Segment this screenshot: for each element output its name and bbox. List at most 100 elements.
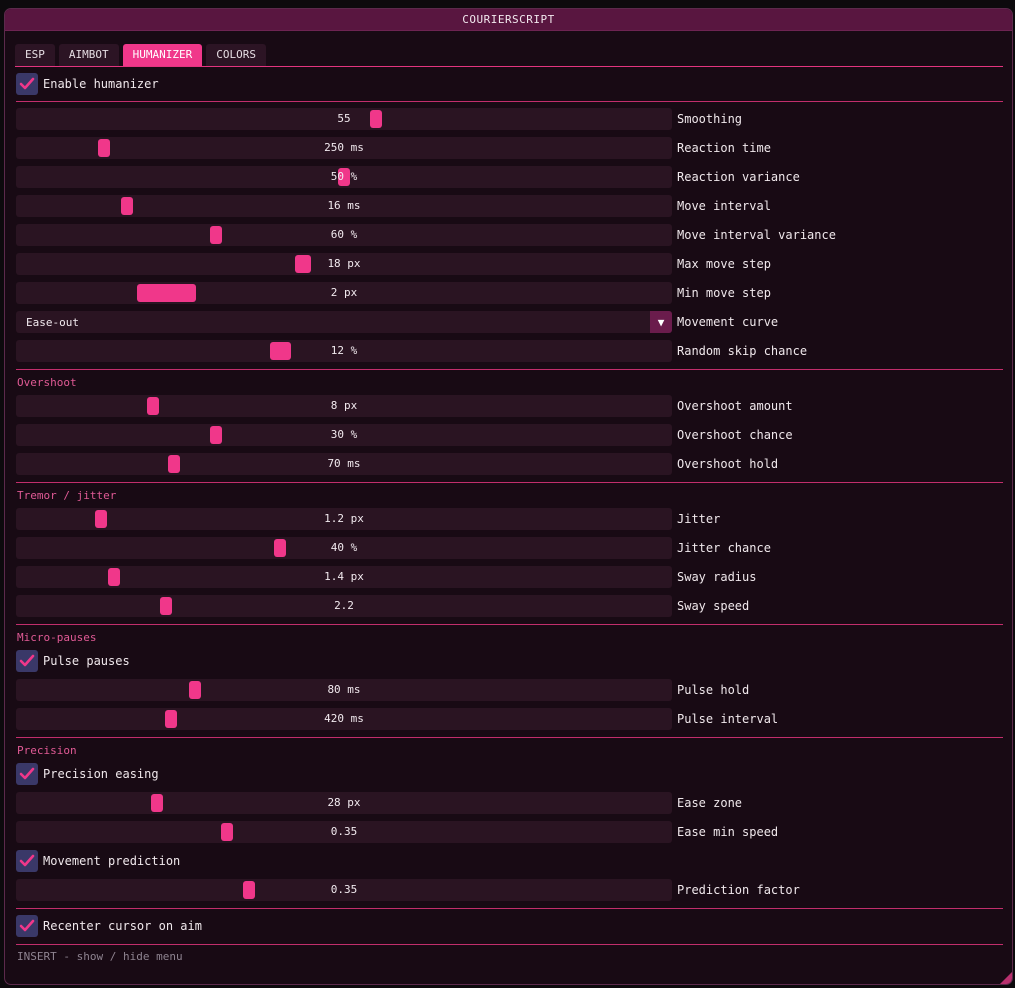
- section-title-overshoot: Overshoot: [17, 376, 77, 389]
- sway-radius-slider-row: 1.4 px Sway radius: [16, 566, 756, 588]
- checkmark-icon[interactable]: [16, 763, 38, 785]
- checkmark-icon[interactable]: [16, 650, 38, 672]
- tab-colors[interactable]: COLORS: [206, 44, 266, 66]
- sway-radius-slider[interactable]: 1.4 px: [16, 566, 672, 588]
- dropdown-value: Ease-out: [26, 315, 79, 329]
- separator: [16, 101, 1003, 102]
- reaction-time-slider[interactable]: 250 ms: [16, 137, 672, 159]
- ease-zone-slider[interactable]: 28 px: [16, 792, 672, 814]
- section-title-micro-pauses: Micro-pauses: [17, 631, 97, 644]
- overshoot-hold-slider[interactable]: 70 ms: [16, 453, 672, 475]
- pulse-pauses-checkbox[interactable]: Pulse pauses: [16, 650, 130, 672]
- slider-grab[interactable]: [121, 197, 133, 215]
- slider-grab[interactable]: [243, 881, 255, 899]
- enable-humanizer-checkbox[interactable]: Enable humanizer: [16, 73, 159, 95]
- pulse-interval-slider-row: 420 ms Pulse interval: [16, 708, 778, 730]
- ease-min-speed-slider[interactable]: 0.35: [16, 821, 672, 843]
- checkmark-icon[interactable]: [16, 850, 38, 872]
- slider-grab[interactable]: [189, 681, 201, 699]
- overshoot-hold-slider-row: 70 ms Overshoot hold: [16, 453, 778, 475]
- slider-label: Ease min speed: [677, 825, 779, 839]
- reaction-variance-slider[interactable]: 50 %: [16, 166, 672, 188]
- slider-grab[interactable]: [160, 597, 172, 615]
- slider-value: 8 px: [330, 399, 358, 412]
- move-interval-slider[interactable]: 16 ms: [16, 195, 672, 217]
- pulse-hold-slider[interactable]: 80 ms: [16, 679, 672, 701]
- slider-grab[interactable]: [370, 110, 382, 128]
- move-interval-variance-slider[interactable]: 60 %: [16, 224, 672, 246]
- slider-grab[interactable]: [151, 794, 163, 812]
- overshoot-amount-slider[interactable]: 8 px: [16, 395, 672, 417]
- slider-grab[interactable]: [98, 139, 110, 157]
- checkmark-icon[interactable]: [16, 73, 38, 95]
- slider-value: 2.2: [334, 599, 354, 612]
- prediction-factor-slider[interactable]: 0.35: [16, 879, 672, 901]
- slider-grab[interactable]: [147, 397, 159, 415]
- min-move-step-slider[interactable]: 2 px: [16, 282, 672, 304]
- movement-prediction-label: Movement prediction: [43, 854, 181, 868]
- max-move-step-slider[interactable]: 18 px: [16, 253, 672, 275]
- slider-label: Overshoot chance: [677, 428, 793, 442]
- slider-value: 250 ms: [324, 141, 364, 154]
- slider-grab[interactable]: [338, 168, 350, 186]
- recenter-cursor-checkbox[interactable]: Recenter cursor on aim: [16, 915, 202, 937]
- slider-grab[interactable]: [95, 510, 107, 528]
- slider-label: Overshoot hold: [677, 457, 779, 471]
- tab-esp[interactable]: ESP: [15, 44, 55, 66]
- separator: [16, 737, 1003, 738]
- slider-value: 80 ms: [327, 683, 361, 696]
- slider-label: Sway radius: [677, 570, 757, 584]
- slider-label: Pulse hold: [677, 683, 750, 697]
- separator: [16, 482, 1003, 483]
- slider-label: Prediction factor: [677, 883, 800, 897]
- movement-curve-dropdown[interactable]: Ease-out ▼: [16, 311, 672, 333]
- resize-grip-icon[interactable]: [1000, 972, 1012, 984]
- slider-grab[interactable]: [210, 226, 222, 244]
- triangle-down-icon[interactable]: ▼: [650, 311, 672, 333]
- slider-grab[interactable]: [221, 823, 233, 841]
- jitter-chance-slider[interactable]: 40 %: [16, 537, 672, 559]
- slider-value: 2 px: [330, 286, 358, 299]
- slider-value: 70 ms: [327, 457, 361, 470]
- random-skip-slider[interactable]: 12 %: [16, 340, 672, 362]
- slider-label: Max move step: [677, 257, 771, 271]
- smoothing-slider[interactable]: 55: [16, 108, 672, 130]
- slider-value: 420 ms: [324, 712, 364, 725]
- min-move-step-slider-row: 2 px Min move step: [16, 282, 771, 304]
- slider-grab[interactable]: [108, 568, 120, 586]
- jitter-chance-slider-row: 40 % Jitter chance: [16, 537, 771, 559]
- tab-aimbot[interactable]: AIMBOT: [58, 44, 119, 66]
- slider-grab[interactable]: [165, 710, 177, 728]
- slider-value: 0.35: [330, 825, 358, 838]
- pulse-interval-slider[interactable]: 420 ms: [16, 708, 672, 730]
- tab-bar: ESP AIMBOT HUMANIZER COLORS: [15, 44, 266, 66]
- checkmark-icon[interactable]: [16, 915, 38, 937]
- reaction-time-slider-row: 250 ms Reaction time: [16, 137, 771, 159]
- slider-grab[interactable]: [295, 255, 311, 273]
- overshoot-chance-slider[interactable]: 30 %: [16, 424, 672, 446]
- menu-window: COURIERSCRIPT ESP AIMBOT HUMANIZER COLOR…: [4, 8, 1013, 985]
- slider-grab[interactable]: [270, 342, 291, 360]
- precision-easing-checkbox[interactable]: Precision easing: [16, 763, 159, 785]
- ease-zone-slider-row: 28 px Ease zone: [16, 792, 742, 814]
- slider-label: Random skip chance: [677, 344, 808, 358]
- window-title[interactable]: COURIERSCRIPT: [5, 9, 1012, 31]
- separator: [16, 369, 1003, 370]
- movement-curve-row: Ease-out ▼ Movement curve: [16, 311, 778, 333]
- slider-grab[interactable]: [137, 284, 196, 302]
- footer-hint: INSERT - show / hide menu: [17, 950, 183, 963]
- sway-speed-slider[interactable]: 2.2: [16, 595, 672, 617]
- slider-value: 0.35: [330, 883, 358, 896]
- slider-grab[interactable]: [168, 455, 180, 473]
- slider-grab[interactable]: [274, 539, 286, 557]
- smoothing-slider-row: 55 Smoothing: [16, 108, 742, 130]
- tab-humanizer[interactable]: HUMANIZER: [122, 44, 203, 66]
- movement-prediction-checkbox[interactable]: Movement prediction: [16, 850, 180, 872]
- jitter-slider[interactable]: 1.2 px: [16, 508, 672, 530]
- slider-label: Move interval variance: [677, 228, 836, 242]
- slider-grab[interactable]: [210, 426, 222, 444]
- slider-label: Jitter chance: [677, 541, 771, 555]
- move-interval-variance-slider-row: 60 % Move interval variance: [16, 224, 836, 246]
- prediction-factor-slider-row: 0.35 Prediction factor: [16, 879, 800, 901]
- dropdown-label: Movement curve: [677, 315, 779, 329]
